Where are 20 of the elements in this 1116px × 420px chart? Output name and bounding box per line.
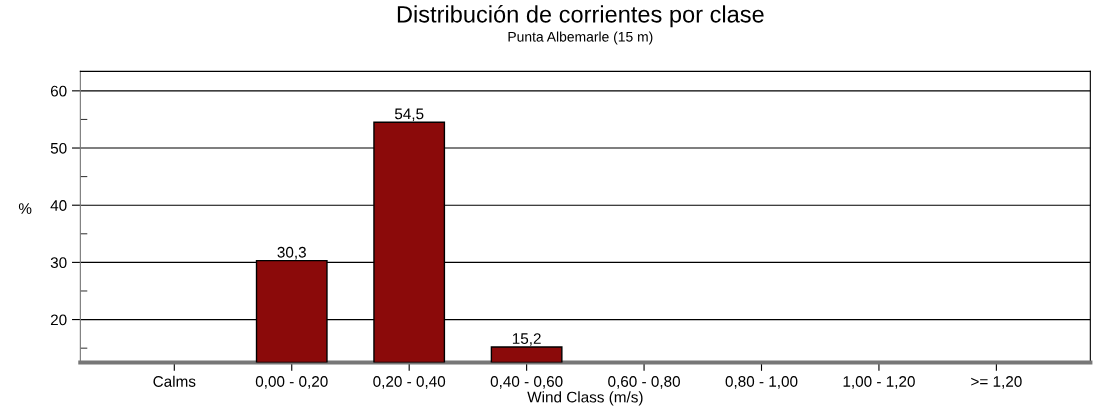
y-tick-label: 30 (50, 257, 67, 269)
chart-title: Distribución de corrientes por clase (397, 5, 764, 28)
y-tick-label: 50 (50, 142, 67, 154)
data-label: 54,5 (394, 108, 424, 122)
x-axis-title: Wind Class (m/s) (527, 391, 643, 406)
y-tick-label: 20 (50, 314, 67, 326)
y-tick-label: 40 (50, 200, 67, 211)
y-axis-title: % (18, 203, 32, 214)
chart-subtitle: Punta Albemarle (15 m) (508, 31, 653, 45)
x-tick-label: 0,80 - 1,00 (725, 376, 798, 389)
x-tick-label: 0,40 - 0,60 (490, 376, 563, 389)
x-tick-label: 0,20 - 0,40 (373, 376, 446, 389)
x-tick-label: >= 1,20 (971, 376, 1022, 389)
data-label: 30,3 (277, 246, 306, 260)
data-label: 15,2 (512, 333, 541, 346)
x-tick-label: 1,00 - 1,20 (843, 376, 915, 389)
x-tick-label: 0,00 - 0,20 (255, 376, 328, 389)
y-tick-label: 60 (50, 85, 67, 97)
x-tick-label: 0,60 - 0,80 (608, 376, 680, 389)
x-tick-label: Calms (153, 375, 196, 387)
